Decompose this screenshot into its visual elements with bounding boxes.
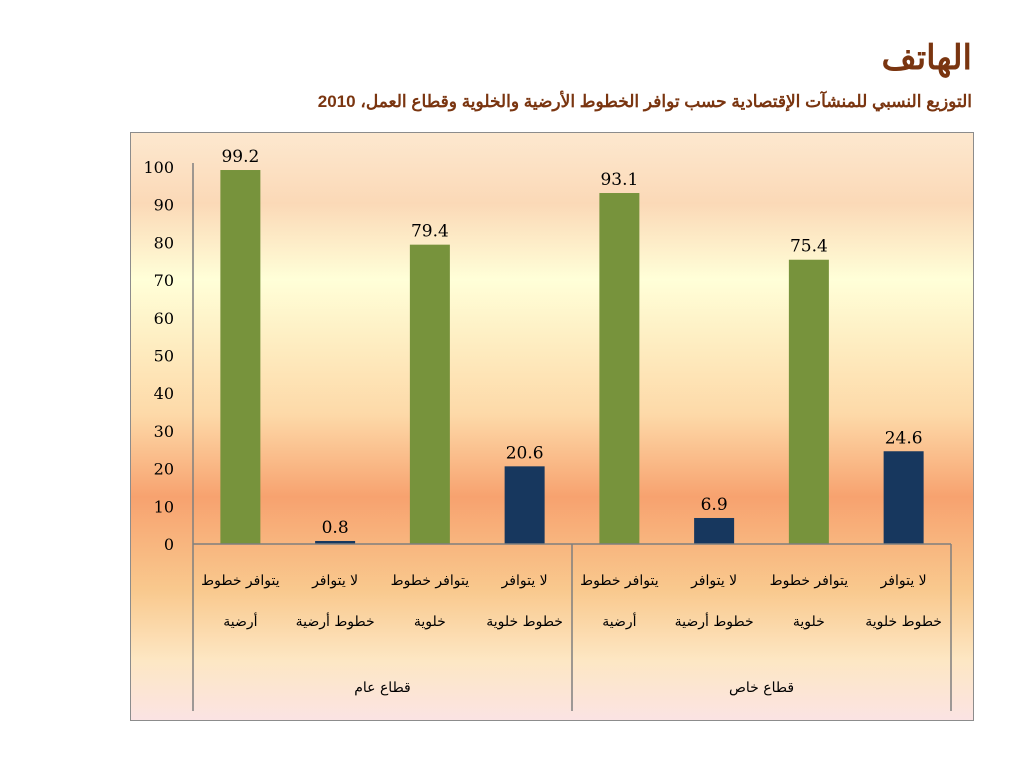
y-tick-label: 70 (154, 271, 174, 290)
y-tick-label: 0 (164, 535, 174, 554)
data-label: 99.2 (221, 147, 259, 167)
category-label: لا يتوافر (311, 573, 358, 589)
data-label: 93.1 (600, 170, 638, 190)
chart-area: 0 10 20 30 40 50 60 70 80 90 100 99.2 يتوافر خطوط أرض… (130, 132, 974, 721)
data-label: 0.8 (322, 518, 349, 538)
bar (694, 517, 735, 544)
category-label: يتوافر خطوط (391, 573, 470, 589)
category-label: لا يتوافر (501, 573, 548, 589)
bar (599, 193, 640, 544)
category-label: يتوافر خطوط (201, 573, 280, 589)
bar (504, 466, 545, 544)
category-label: لا يتوافر (690, 573, 737, 589)
data-label: 24.6 (885, 428, 923, 448)
data-label: 20.6 (506, 443, 544, 463)
category-label: خطوط خلوية (486, 614, 563, 630)
bar-chart: 0 10 20 30 40 50 60 70 80 90 100 99.2 يتوافر خطوط أرض… (143, 147, 952, 711)
category-label: خطوط أرضية (675, 611, 754, 630)
category-label: يتوافر خطوط (770, 573, 849, 589)
y-tick-label: 20 (154, 460, 174, 479)
category-label: أرضية (602, 611, 636, 630)
y-tick-label: 80 (154, 233, 174, 252)
bar (883, 451, 924, 544)
y-tick-label: 40 (154, 384, 174, 403)
y-tick-label: 50 (154, 347, 174, 366)
data-label: 79.4 (411, 222, 449, 242)
category-label: أرضية (223, 611, 257, 630)
data-label: 75.4 (790, 237, 828, 257)
y-tick-label: 60 (154, 309, 174, 328)
y-tick-label: 90 (154, 196, 174, 215)
bar (788, 259, 829, 544)
data-label: 6.9 (701, 495, 728, 515)
page-title: الهاتف (881, 39, 973, 77)
category-label: خلوية (414, 614, 446, 630)
y-tick-label: 100 (143, 158, 174, 177)
category-label: خطوط خلوية (865, 614, 942, 630)
category-label: يتوافر خطوط (580, 573, 659, 589)
bar (315, 540, 356, 544)
category-label: خطوط أرضية (296, 611, 375, 630)
category-label: خلوية (793, 614, 825, 630)
bar (409, 244, 450, 545)
group-label: قطاع خاص (729, 680, 794, 696)
y-tick-label: 30 (154, 422, 174, 441)
group-label: قطاع عام (354, 680, 411, 696)
category-label: لا يتوافر (880, 573, 927, 589)
bar (220, 170, 261, 544)
chart-subtitle: التوزيع النسبي للمنشآت الإقتصادية حسب تو… (317, 92, 972, 111)
y-tick-label: 10 (154, 497, 174, 516)
